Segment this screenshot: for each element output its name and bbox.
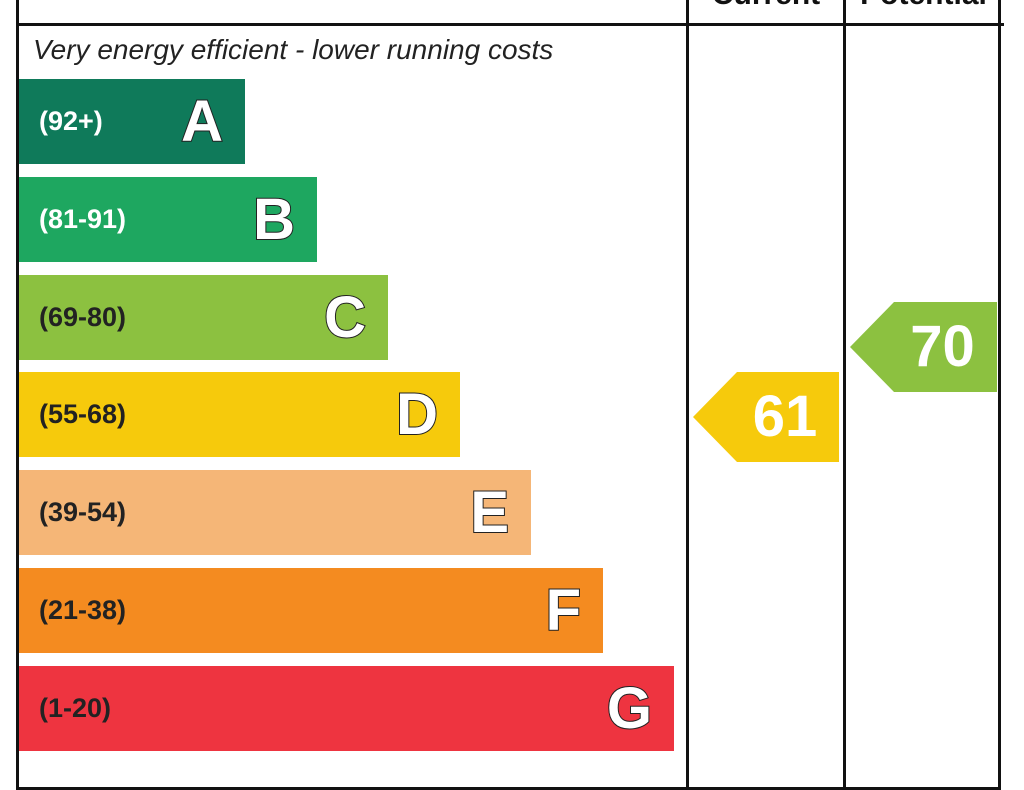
current-column-divider — [686, 0, 689, 790]
band-letter-label: D — [395, 381, 439, 448]
band-a: (92+) A — [19, 79, 245, 164]
band-g: (1-20) G — [19, 666, 674, 751]
header-divider — [16, 23, 1004, 26]
potential-rating-arrow: 70 — [850, 302, 997, 392]
band-c: (69-80) C — [19, 275, 388, 360]
band-range-label: (21-38) — [39, 595, 127, 625]
band-letter-label: B — [252, 186, 296, 253]
band-letter-label: F — [545, 577, 582, 644]
potential-rating-value: 70 — [910, 314, 975, 379]
band-f: (21-38) F — [19, 568, 603, 653]
top-note: Very energy efficient - lower running co… — [33, 34, 554, 65]
band-range-label: (1-20) — [39, 693, 112, 723]
band-letter-label: C — [323, 284, 367, 351]
current-column-header: Current — [689, 0, 843, 12]
band-range-label: (92+) — [39, 106, 103, 136]
current-arrow-shape — [693, 372, 839, 462]
potential-arrow-shape — [850, 302, 997, 392]
band-range-label: (81-91) — [39, 204, 127, 234]
band-range-label: (39-54) — [39, 497, 127, 527]
band-e: (39-54) E — [19, 470, 531, 555]
band-range-label: (55-68) — [39, 399, 127, 429]
potential-column-header: Potential — [846, 0, 1001, 12]
band-range-label: (69-80) — [39, 302, 127, 332]
current-rating-arrow: 61 — [693, 372, 839, 462]
band-b: (81-91) B — [19, 177, 317, 262]
band-letter-label: E — [469, 479, 510, 546]
current-rating-value: 61 — [752, 384, 818, 449]
potential-column-divider — [843, 0, 846, 790]
band-letter-label: G — [606, 675, 653, 742]
band-letter-label: A — [180, 88, 224, 155]
band-d: (55-68) D — [19, 372, 460, 457]
